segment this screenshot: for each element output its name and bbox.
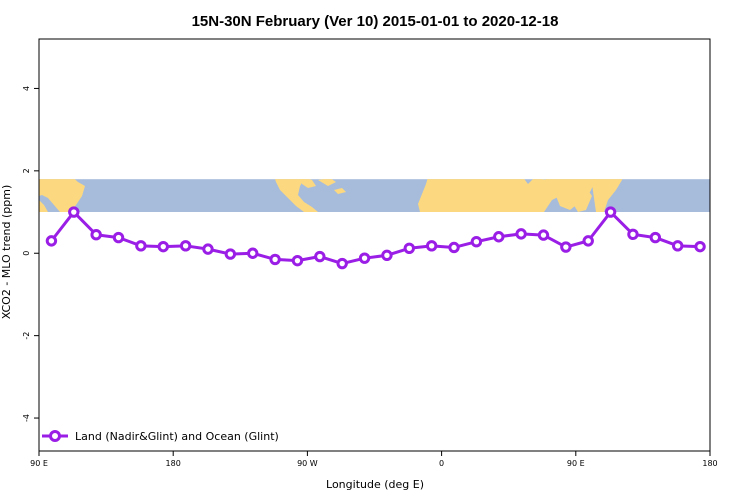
data-point-2 bbox=[90, 229, 102, 241]
data-point-9 bbox=[247, 247, 259, 259]
data-point-26 bbox=[627, 228, 639, 240]
y-tick-label-3: -2 bbox=[22, 332, 31, 340]
data-point-11 bbox=[291, 254, 304, 267]
data-point-17 bbox=[425, 240, 438, 252]
y-tick-label-2: 0 bbox=[22, 251, 31, 256]
x-axis-title: Longitude (deg E) bbox=[326, 478, 424, 491]
chart-title: 15N-30N February (Ver 10) 2015-01-01 to … bbox=[192, 13, 559, 30]
legend-marker bbox=[49, 430, 61, 442]
legend: Land (Nadir&Glint) and Ocean (Glint) bbox=[42, 430, 279, 443]
x-tick-label-0: 90 E bbox=[30, 459, 48, 468]
data-point-22 bbox=[537, 229, 550, 241]
x-tick-label-5: 180 bbox=[702, 459, 717, 468]
series-line-0 bbox=[50, 210, 701, 266]
series-layer bbox=[45, 206, 706, 270]
x-tick-label-2: 90 W bbox=[297, 459, 318, 468]
data-point-6 bbox=[179, 240, 192, 252]
data-point-20 bbox=[493, 231, 505, 243]
data-point-7 bbox=[202, 243, 214, 255]
x-tick-label-4: 90 E bbox=[567, 459, 585, 468]
data-point-13 bbox=[336, 257, 348, 270]
data-point-14 bbox=[358, 252, 371, 264]
plot-frame bbox=[38, 38, 711, 452]
data-point-4 bbox=[135, 240, 147, 252]
y-tick-label-1: 2 bbox=[22, 168, 31, 173]
y-tick-label-0: 4 bbox=[22, 86, 31, 91]
data-point-19 bbox=[470, 236, 483, 248]
y-tick-label-4: -4 bbox=[22, 414, 31, 422]
x-tick-label-3: 0 bbox=[439, 459, 444, 468]
world-map-band bbox=[39, 179, 710, 213]
x-tick-label-1: 180 bbox=[166, 459, 181, 468]
data-point-28 bbox=[671, 240, 684, 252]
data-point-12 bbox=[314, 250, 326, 263]
y-axis-title: XCO2 - MLO trend (ppm) bbox=[0, 185, 13, 320]
data-point-16 bbox=[403, 242, 415, 254]
data-point-1 bbox=[68, 206, 80, 218]
map-land bbox=[39, 179, 623, 212]
data-point-24 bbox=[582, 235, 594, 247]
data-point-29 bbox=[694, 240, 706, 253]
x-axis: 90 E 180 90 W 0 90 E 180 bbox=[30, 451, 718, 468]
data-point-3 bbox=[112, 231, 125, 244]
data-point-8 bbox=[224, 248, 237, 260]
data-point-23 bbox=[560, 241, 572, 253]
data-point-21 bbox=[515, 228, 527, 240]
y-axis: 4 2 0 -2 -4 bbox=[22, 86, 39, 422]
legend-label: Land (Nadir&Glint) and Ocean (Glint) bbox=[75, 430, 279, 443]
data-point-0 bbox=[45, 235, 58, 247]
data-point-10 bbox=[269, 253, 281, 266]
data-point-25 bbox=[604, 206, 617, 218]
data-point-5 bbox=[157, 240, 169, 253]
data-point-27 bbox=[649, 231, 662, 244]
data-point-15 bbox=[381, 249, 393, 262]
data-point-18 bbox=[448, 241, 460, 254]
